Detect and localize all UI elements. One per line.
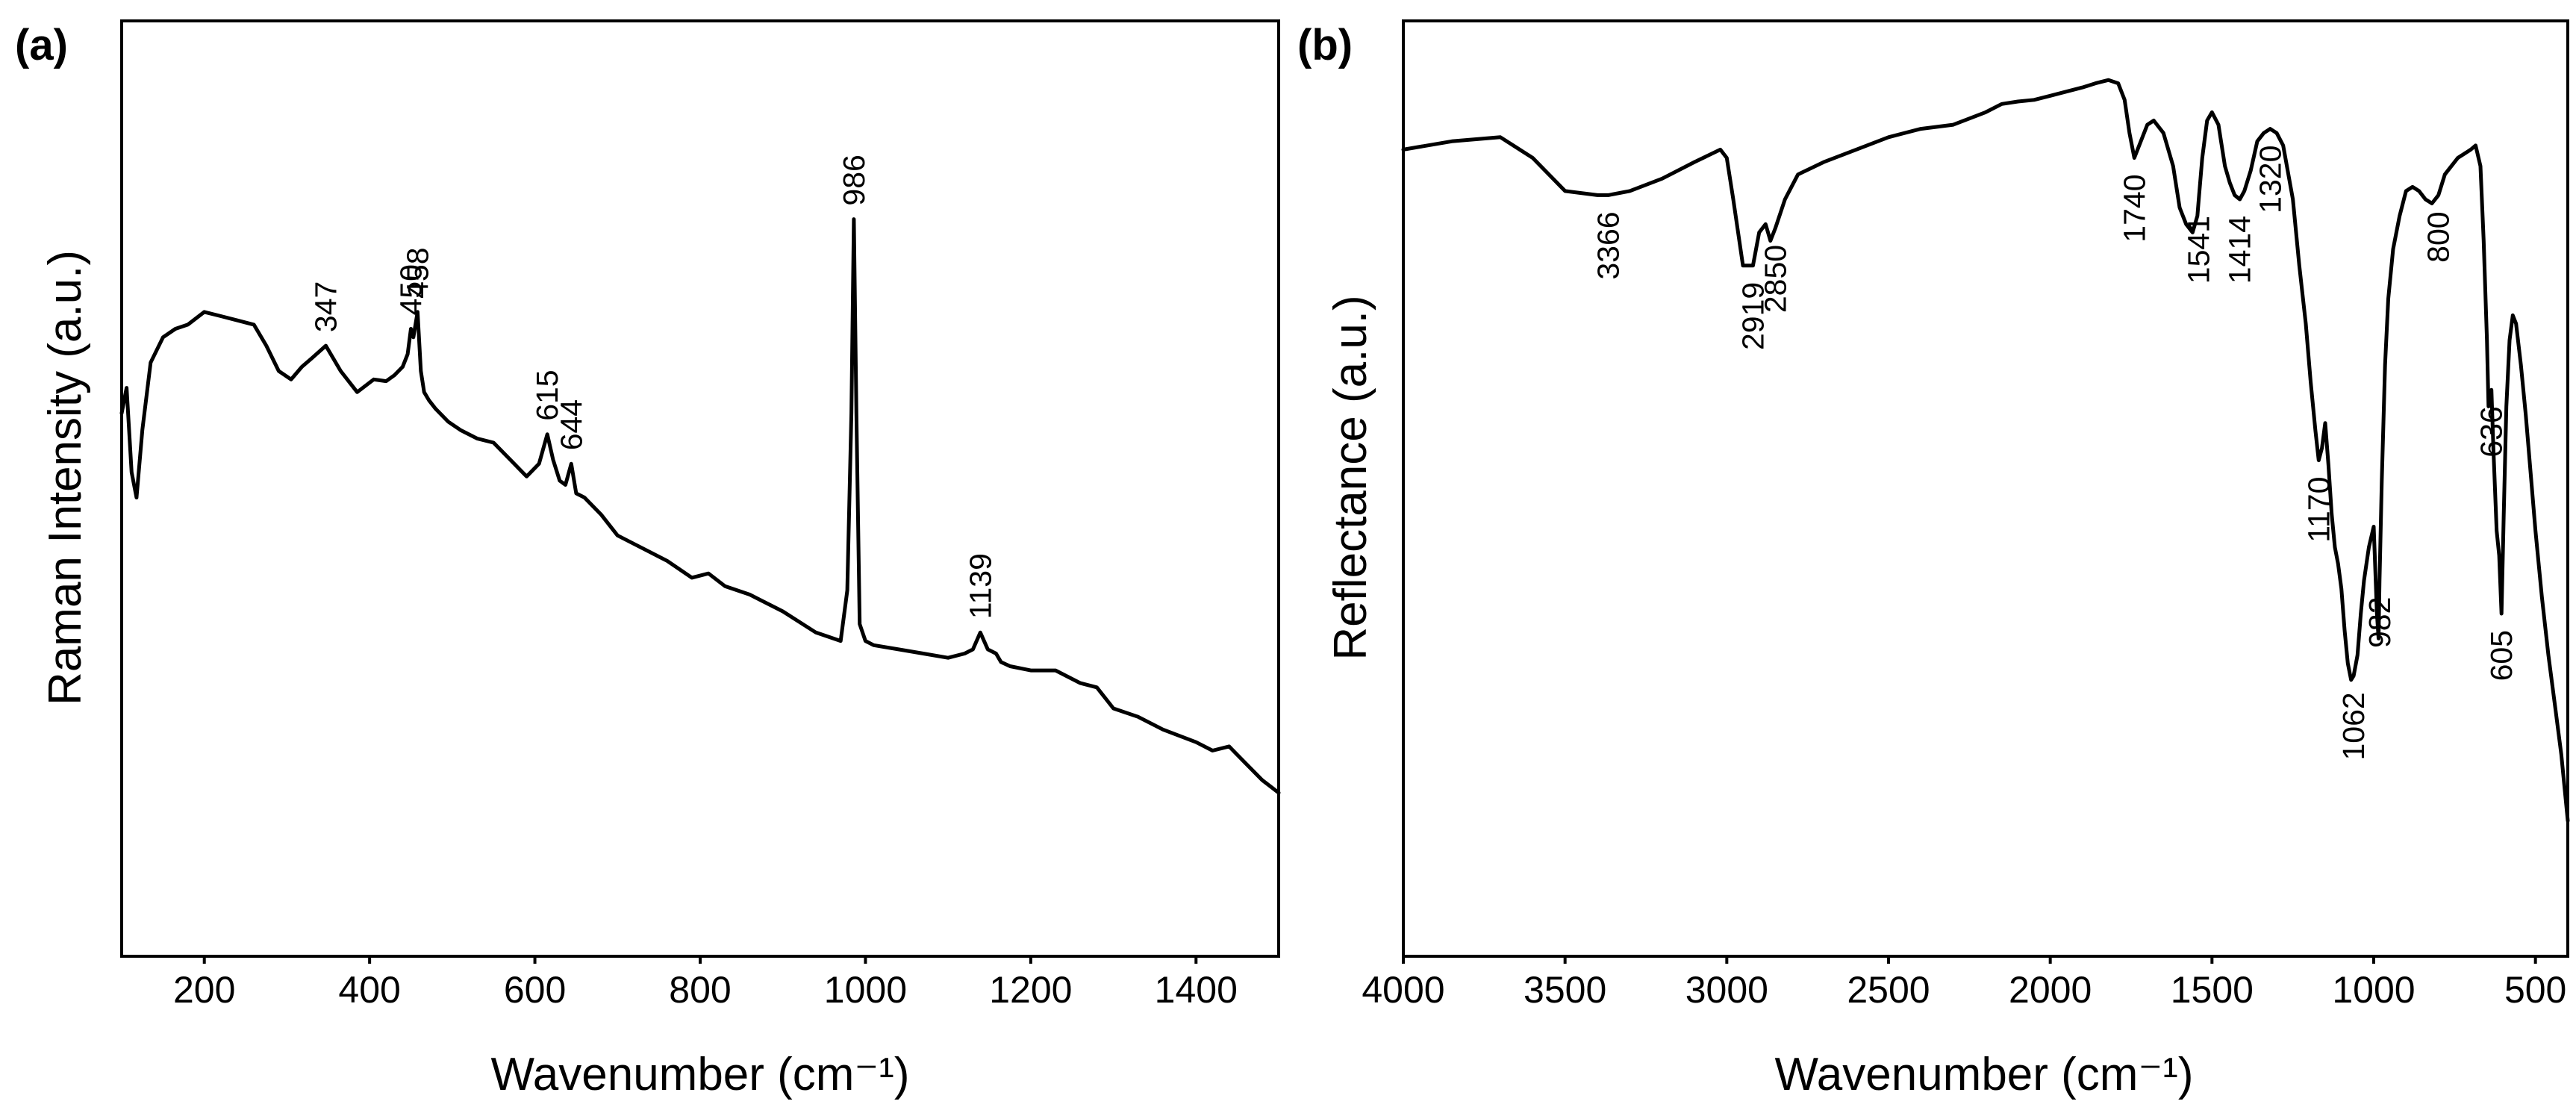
- peak-label: 347: [309, 281, 343, 332]
- x-tick-label: 400: [338, 969, 400, 1011]
- panel-b-x-axis-title: Wavenumber (cm⁻¹): [1775, 1049, 2194, 1100]
- peak-label: 1139: [963, 553, 997, 619]
- x-tick-label: 500: [2504, 969, 2566, 1011]
- panel-b-plot-frame: [1402, 19, 2569, 958]
- peak-label: 1170: [2301, 477, 2336, 543]
- peak-label: 982: [2363, 597, 2397, 648]
- peak-label: 1414: [2223, 216, 2257, 284]
- panel-a-y-axis-title: Raman Intensity (a.u.): [40, 250, 91, 705]
- x-tick-label: 1400: [1155, 969, 1238, 1011]
- x-tick-label: 2500: [1847, 969, 1930, 1011]
- peak-label: 605: [2484, 630, 2519, 681]
- peak-label: 1320: [2253, 146, 2287, 213]
- x-tick-label: 200: [173, 969, 235, 1011]
- peak-label: 3366: [1591, 211, 1626, 279]
- panel-b-y-axis-title: Reflectance (a.u.): [1325, 295, 1376, 660]
- peak-label: 986: [837, 155, 871, 205]
- peak-label: 2850: [1758, 245, 1792, 313]
- panel-b-spectrum: [1401, 78, 2570, 823]
- panel-a-x-ticks: 200 400 600 800 1000 1200 1400: [173, 956, 1238, 1011]
- peak-label: 450: [394, 264, 428, 315]
- peak-label: 1062: [2336, 692, 2371, 760]
- panel-a-raman: (a) Raman Intensity (a.u.) Wavenumber (c…: [15, 19, 1281, 1100]
- x-tick-label: 1200: [989, 969, 1072, 1011]
- peak-label: 2919: [1735, 282, 1770, 350]
- panel-a-x-axis-title: Wavenumber (cm⁻¹): [491, 1049, 910, 1100]
- x-tick-label: 2000: [2009, 969, 2092, 1011]
- spectrum-line: [1401, 78, 2570, 823]
- panel-b-x-ticks: 4000 3500 3000 2500 2000 1500 1000 500: [1362, 956, 2566, 1011]
- peak-label: 636: [2474, 406, 2509, 457]
- peak-label: 1541: [2182, 216, 2216, 284]
- panel-a-plot-frame: [120, 19, 1280, 958]
- peak-label: 615: [530, 370, 564, 420]
- peak-label: 458: [400, 247, 434, 298]
- x-tick-label: 1000: [2332, 969, 2415, 1011]
- peak-label: 800: [2421, 211, 2456, 262]
- panel-a-label: (a): [15, 21, 68, 69]
- spectrum-line: [119, 217, 1281, 795]
- x-tick-label: 1000: [824, 969, 907, 1011]
- x-tick-label: 3500: [1524, 969, 1606, 1011]
- panel-b-reflectance: (b) Reflectance (a.u.) Wavenumber (cm⁻¹)…: [1297, 19, 2570, 1100]
- x-tick-label: 1500: [2171, 969, 2254, 1011]
- x-tick-label: 3000: [1685, 969, 1768, 1011]
- peak-label: 644: [554, 399, 588, 450]
- x-tick-label: 800: [669, 969, 731, 1011]
- panel-b-label: (b): [1297, 21, 1353, 69]
- peak-label: 1740: [2117, 175, 2151, 243]
- x-tick-label: 4000: [1362, 969, 1444, 1011]
- x-tick-label: 600: [504, 969, 566, 1011]
- panel-a-spectrum: [119, 217, 1281, 795]
